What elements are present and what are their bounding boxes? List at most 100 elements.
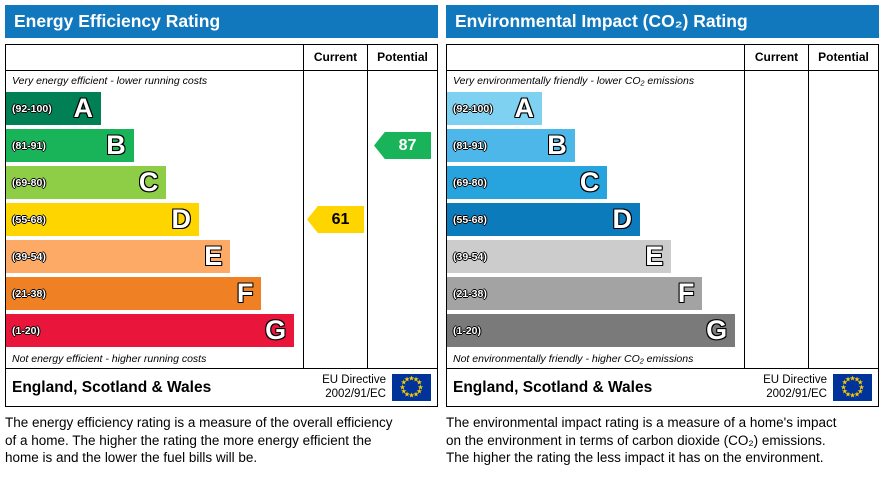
band-bar: (1-20) G xyxy=(6,314,295,347)
potential-column-cell xyxy=(367,201,437,238)
eu-directive-label: EU Directive 2002/91/EC xyxy=(322,374,386,401)
band-letter: E xyxy=(645,241,664,271)
eu-directive-line2: 2002/91/EC xyxy=(766,387,827,400)
current-column-cell xyxy=(744,238,808,275)
band-range-label: (81-91) xyxy=(12,139,46,152)
current-column-cell xyxy=(744,312,808,349)
band-row: (1-20) G xyxy=(447,312,744,349)
band-row: (81-91) B xyxy=(447,127,744,164)
band-range-label: (69-80) xyxy=(453,176,487,189)
band-letter: D xyxy=(612,204,633,234)
column-header-spacer xyxy=(447,45,744,71)
top-note: Very energy efficient - lower running co… xyxy=(12,75,208,87)
band-letter: F xyxy=(236,278,254,308)
current-column-header: Current xyxy=(744,45,808,71)
band-letter: D xyxy=(171,204,192,234)
band-range-label: (55-68) xyxy=(453,213,487,226)
current-column-cell xyxy=(303,312,367,349)
band-row: (92-100) A xyxy=(6,90,303,127)
band-range-label: (69-80) xyxy=(12,176,46,189)
potential-column-cell xyxy=(367,349,437,368)
band-row: (39-54) E xyxy=(6,238,303,275)
potential-column-cell xyxy=(808,275,878,312)
current-column-cell xyxy=(303,164,367,201)
band-range-label: (1-20) xyxy=(12,324,41,337)
band-bar: (55-68) D xyxy=(447,203,641,236)
band-bar: (81-91) B xyxy=(6,129,134,162)
band-bar: (21-38) F xyxy=(6,277,262,310)
band-letter: A xyxy=(73,93,94,123)
eu-directive-label: EU Directive 2002/91/EC xyxy=(763,374,827,401)
column-header-spacer xyxy=(6,45,303,71)
potential-column-cell xyxy=(367,164,437,201)
band-letter: A xyxy=(514,93,535,123)
current-column-cell xyxy=(303,127,367,164)
current-column-cell xyxy=(744,71,808,90)
potential-column-cell xyxy=(808,127,878,164)
band-bar: (92-100) A xyxy=(447,92,543,125)
band-bar: (81-91) B xyxy=(447,129,575,162)
potential-rating-value: 87 xyxy=(398,136,417,154)
eu-directive-line1: EU Directive xyxy=(322,374,386,386)
potential-column-cell xyxy=(808,90,878,127)
band-range-label: (55-68) xyxy=(12,213,46,226)
band-letter: E xyxy=(204,241,223,271)
potential-column-cell xyxy=(808,349,878,368)
potential-column-cell xyxy=(808,71,878,90)
band-range-label: (39-54) xyxy=(453,250,487,263)
band-letter: G xyxy=(265,315,287,345)
current-column-cell xyxy=(744,349,808,368)
current-rating-value: 61 xyxy=(331,210,350,228)
band-row: (39-54) E xyxy=(447,238,744,275)
band-letter: B xyxy=(547,130,567,160)
environmental-panel-title: Environmental Impact (CO₂) Rating xyxy=(446,5,879,38)
chart-footer: England, Scotland & Wales EU Directive 2… xyxy=(5,368,438,408)
potential-column-cell xyxy=(808,164,878,201)
current-column-cell xyxy=(303,90,367,127)
energy-rating-chart: Current Potential Very energy efficient … xyxy=(5,44,438,369)
potential-column-cell xyxy=(367,71,437,90)
band-range-label: (21-38) xyxy=(12,287,46,300)
band-letter: B xyxy=(106,130,126,160)
potential-column-cell xyxy=(808,201,878,238)
band-range-label: (92-100) xyxy=(453,102,493,115)
band-range-label: (21-38) xyxy=(453,287,487,300)
band-range-label: (39-54) xyxy=(12,250,46,263)
band-row: (81-91) B xyxy=(6,127,303,164)
band-bar: (39-54) E xyxy=(6,240,231,273)
potential-column-cell xyxy=(367,312,437,349)
band-letter: F xyxy=(677,278,695,308)
band-letter: C xyxy=(138,167,159,197)
region-label: England, Scotland & Wales xyxy=(12,378,212,396)
current-column-cell xyxy=(303,275,367,312)
co2-rating-chart: Current Potential Very environmentally f… xyxy=(446,44,879,369)
band-letter: G xyxy=(706,315,728,345)
description-text: The environmental impact rating is a mea… xyxy=(446,415,837,466)
eu-flag: ★ ★ ★ ★ ★ ★ ★ ★ ★ ★ ★ ★ xyxy=(392,374,431,402)
eu-directive-line2: 2002/91/EC xyxy=(325,387,386,400)
band-row: (69-80) C xyxy=(6,164,303,201)
current-column-cell xyxy=(303,238,367,275)
potential-column-header: Potential xyxy=(367,45,437,71)
current-column-cell xyxy=(303,71,367,90)
potential-column-header: Potential xyxy=(808,45,878,71)
band-letter: C xyxy=(579,167,600,197)
current-column-cell xyxy=(744,164,808,201)
current-column-cell xyxy=(744,201,808,238)
band-bar: (39-54) E xyxy=(447,240,672,273)
bottom-note: Not environmentally friendly - higher CO… xyxy=(453,353,694,365)
band-row: (69-80) C xyxy=(447,164,744,201)
current-column-cell xyxy=(744,275,808,312)
current-column-cell: 61 xyxy=(303,201,367,238)
energy-efficiency-panel: Energy Efficiency Rating Current Potenti… xyxy=(5,5,438,467)
current-column-cell xyxy=(744,127,808,164)
band-row: (21-38) F xyxy=(6,275,303,312)
top-note: Very environmentally friendly - lower CO… xyxy=(453,75,695,87)
bottom-note: Not energy efficient - higher running co… xyxy=(12,353,207,365)
potential-column-cell xyxy=(367,238,437,275)
band-row: (55-68) D xyxy=(447,201,744,238)
band-bar: (92-100) A xyxy=(6,92,102,125)
current-column-header: Current xyxy=(303,45,367,71)
band-bar: (55-68) D xyxy=(6,203,200,236)
energy-panel-title: Energy Efficiency Rating xyxy=(5,5,438,38)
